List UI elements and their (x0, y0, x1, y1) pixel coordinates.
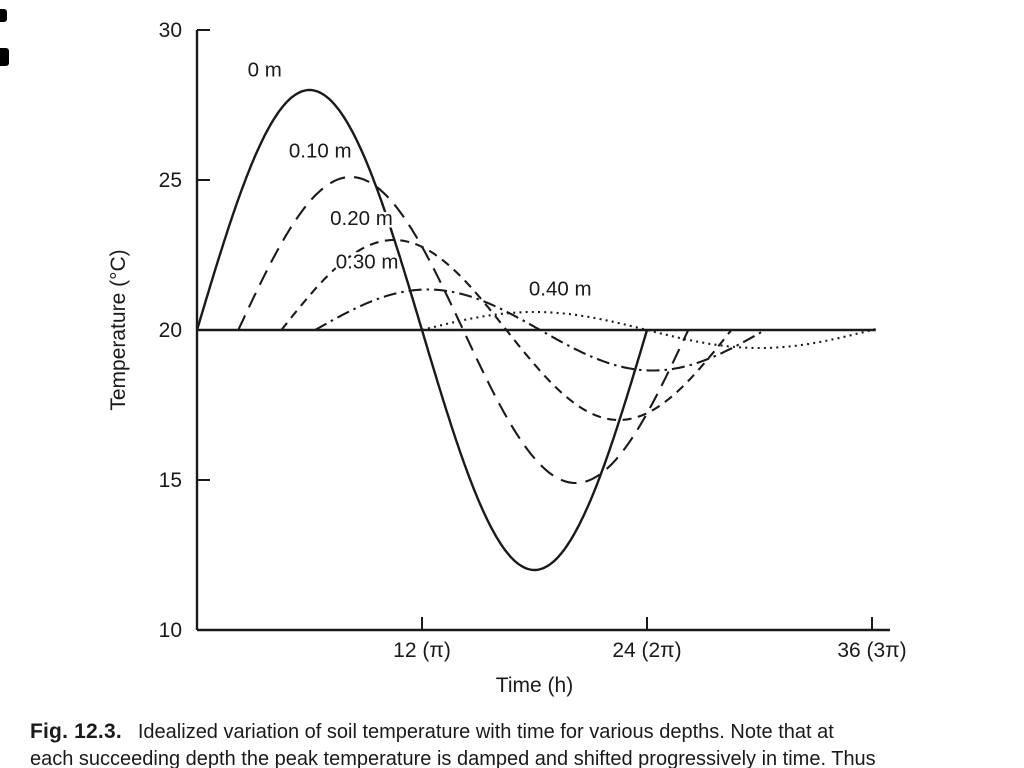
x-axis-title: Time (h) (496, 674, 573, 697)
curve-depth-0-1m (237, 175, 690, 485)
x-tick-label: 24 (2π) (612, 639, 681, 662)
curve-depth-0-2m (280, 238, 733, 422)
y-axis-title: Temperature (°C) (107, 249, 130, 410)
curve-depth-0-3m (314, 288, 766, 372)
curve-label-0-3m: 0.30 m (336, 251, 399, 274)
x-tick-label: 36 (3π) (837, 639, 906, 662)
curve-label-0-4m: 0.40 m (529, 278, 592, 301)
y-tick-label: 30 (159, 19, 182, 42)
caption-text-line2: each succeeding depth the peak temperatu… (30, 748, 876, 768)
y-tick-label: 10 (159, 619, 182, 642)
y-tick-label: 25 (159, 169, 182, 192)
curve-label-0-1m: 0.10 m (289, 140, 352, 163)
scan-artifact (0, 48, 9, 66)
curve-depth-0-4m (421, 310, 877, 350)
y-tick-label: 15 (159, 469, 182, 492)
soil-temperature-chart: 30 25 20 15 10 12 (π) 24 (2π) 36 (3π) 0 m 0.10 m 0… (107, 19, 907, 697)
x-tick-label: 12 (π) (393, 639, 451, 662)
figure-caption: Fig. 12.3. Idealized variation of soil te… (30, 718, 1024, 768)
figure-number: Fig. 12.3. (30, 720, 122, 743)
scan-artifact (0, 9, 7, 22)
caption-text-line1: Idealized variation of soil temperature … (137, 721, 834, 743)
caption-line-1: Fig. 12.3. Idealized variation of soil te… (30, 718, 1024, 746)
y-tick-label: 20 (159, 319, 182, 342)
curve-label-0m: 0 m (248, 59, 282, 82)
curve-label-0-2m: 0.20 m (330, 207, 393, 230)
